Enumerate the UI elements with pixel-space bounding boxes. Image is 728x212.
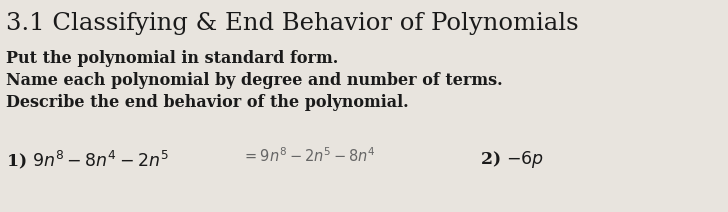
Text: 1) $9n^{8}-8n^{4}-2n^{5}$: 1) $9n^{8}-8n^{4}-2n^{5}$ bbox=[6, 149, 169, 171]
Text: 2) $-6p$: 2) $-6p$ bbox=[480, 149, 545, 170]
Text: 3.1 Classifying & End Behavior of Polynomials: 3.1 Classifying & End Behavior of Polyno… bbox=[6, 12, 579, 35]
Text: $= 9n^{8}-2n^{5}-8n^{4}$: $= 9n^{8}-2n^{5}-8n^{4}$ bbox=[242, 147, 376, 165]
Text: Put the polynomial in standard form.: Put the polynomial in standard form. bbox=[6, 50, 339, 67]
Text: Describe the end behavior of the polynomial.: Describe the end behavior of the polynom… bbox=[6, 94, 408, 111]
Text: Name each polynomial by degree and number of terms.: Name each polynomial by degree and numbe… bbox=[6, 72, 502, 89]
